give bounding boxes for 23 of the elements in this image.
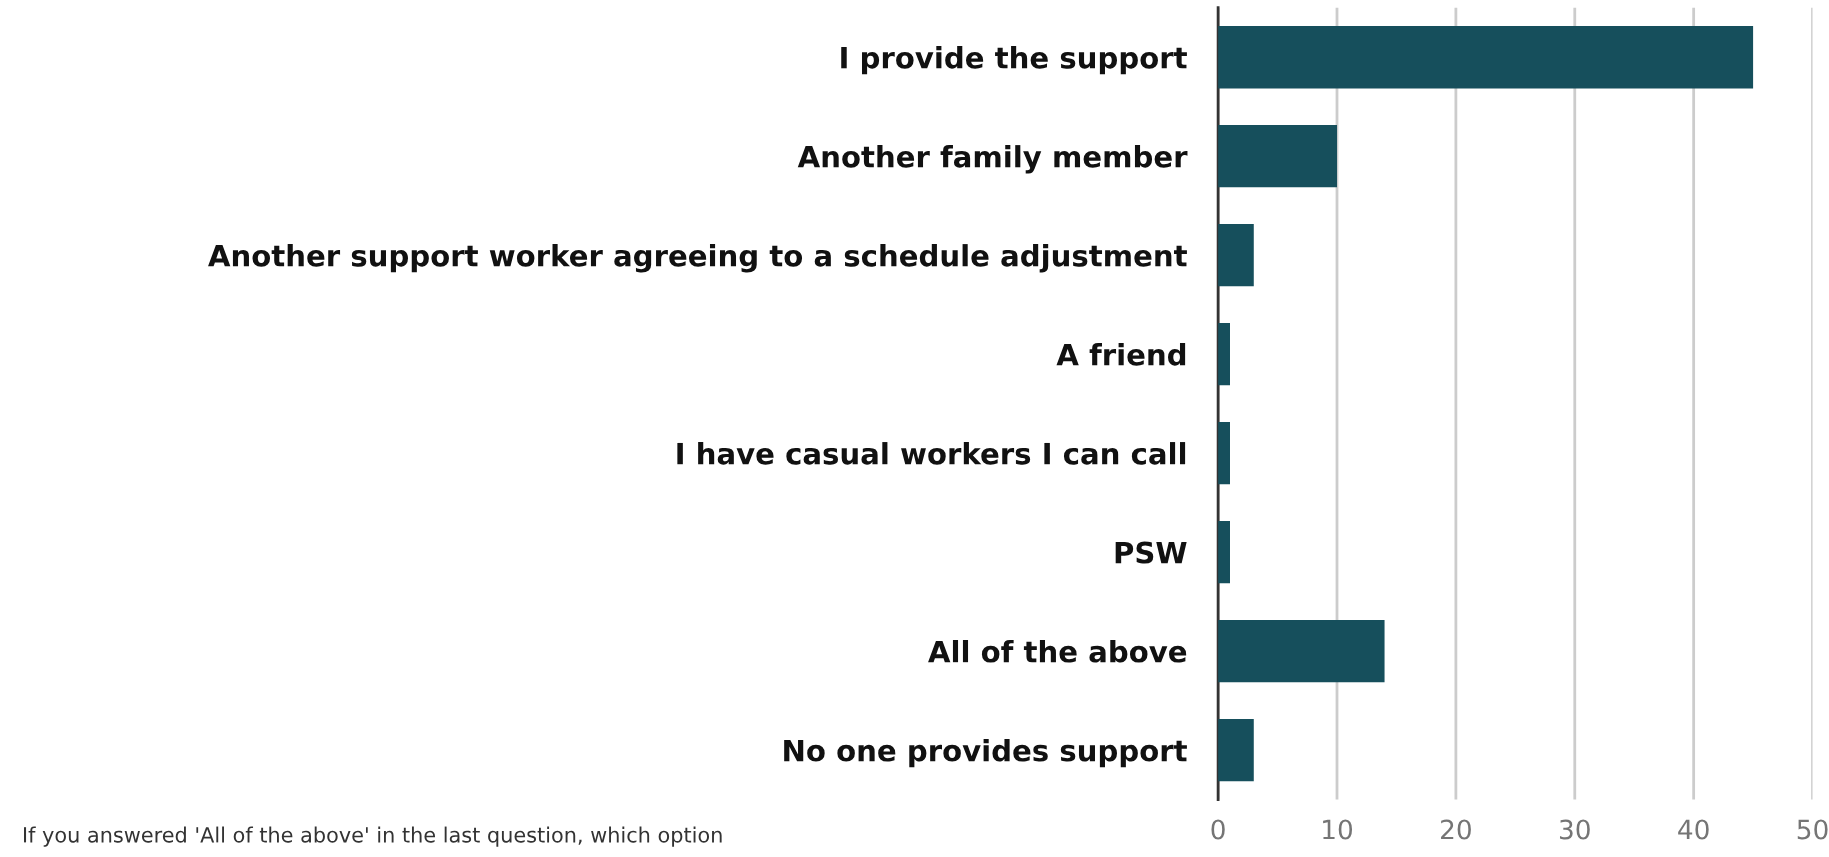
y-tick-label: PSW bbox=[1115, 541, 1187, 564]
x-tick-label: 20 bbox=[1441, 819, 1471, 840]
x-tick-label: 0 bbox=[1211, 819, 1225, 840]
bar bbox=[1218, 322, 1230, 386]
y-tick-label: All of the above bbox=[928, 640, 1187, 663]
y-tick-label: No one provides support bbox=[784, 739, 1187, 768]
bar bbox=[1218, 223, 1254, 287]
bar bbox=[1218, 125, 1337, 188]
bar bbox=[1218, 421, 1230, 485]
y-tick-label: A friend bbox=[1056, 343, 1186, 366]
x-tick-label: 10 bbox=[1323, 819, 1353, 840]
bar bbox=[1218, 718, 1254, 782]
bar bbox=[1218, 619, 1385, 683]
bar bbox=[1218, 520, 1230, 584]
y-tick-label: I provide the support bbox=[841, 46, 1187, 75]
x-tick-label: 30 bbox=[1559, 819, 1590, 840]
bar bbox=[1218, 26, 1754, 89]
text: If you answered 'All of the above' in the last question, which option bbox=[23, 826, 722, 847]
x-tick-label: 40 bbox=[1678, 819, 1709, 840]
y-tick-label: Another family member bbox=[797, 145, 1188, 174]
y-tick-label: I have casual workers I can call bbox=[677, 442, 1186, 465]
y-tick-label: Another support worker agreeing to a schedule adjustment bbox=[208, 244, 1187, 273]
x-tick-label: 50 bbox=[1797, 819, 1828, 840]
